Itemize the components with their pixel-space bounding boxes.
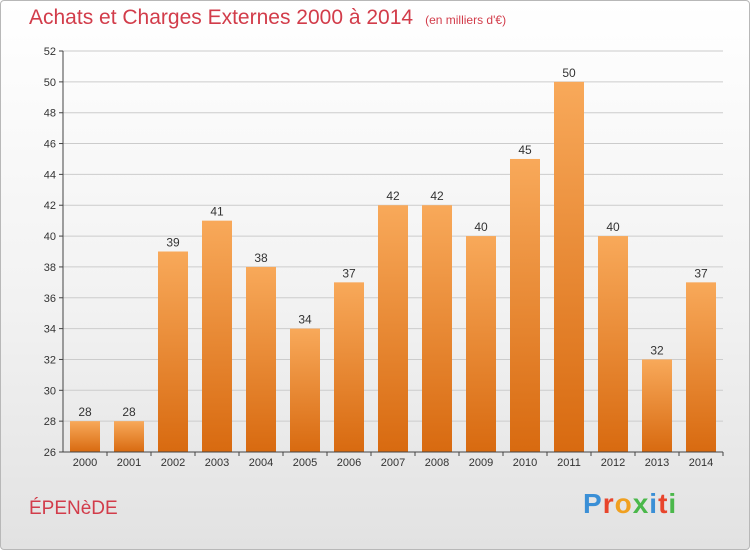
value-label-2013: 32 — [650, 343, 664, 357]
y-tick-label: 32 — [44, 354, 56, 366]
logo-letter: o — [614, 488, 633, 519]
x-tick-label-2003: 2003 — [205, 457, 229, 469]
x-tick-label-2007: 2007 — [381, 457, 405, 469]
value-label-2009: 40 — [474, 220, 488, 234]
value-label-2003: 41 — [210, 205, 224, 219]
value-label-2012: 40 — [606, 220, 620, 234]
value-label-2001: 28 — [122, 405, 136, 419]
bars — [70, 81, 716, 452]
value-label-2000: 28 — [78, 405, 92, 419]
x-tick-label-2004: 2004 — [249, 457, 273, 469]
x-tick-label-2001: 2001 — [117, 457, 141, 469]
x-tick-label-2011: 2011 — [557, 457, 581, 469]
y-tick-label: 38 — [44, 262, 56, 274]
x-tick-label-2006: 2006 — [337, 457, 361, 469]
y-tick-label: 26 — [44, 447, 56, 459]
value-label-2014: 37 — [694, 266, 708, 280]
y-tick-label: 36 — [44, 293, 56, 305]
logo-letter: r — [602, 488, 615, 519]
value-labels: 28 28 39 41 38 34 37 42 42 40 45 50 40 32 37 — [78, 66, 708, 419]
proxiti-logo: Proxiti — [583, 488, 677, 520]
y-tick-label: 52 — [44, 46, 56, 58]
bar-2005 — [290, 328, 320, 452]
x-tick-label-2014: 2014 — [689, 457, 713, 469]
bar-2010 — [510, 158, 540, 452]
chart-header: Achats et Charges Externes 2000 à 2014 (e… — [29, 6, 506, 30]
x-tick-label-2013: 2013 — [645, 457, 669, 469]
logo-letter: t — [658, 488, 669, 519]
value-label-2010: 45 — [518, 143, 532, 157]
x-tick-label-2008: 2008 — [425, 457, 449, 469]
value-label-2004: 38 — [254, 251, 268, 265]
x-tick-label-2000: 2000 — [73, 457, 97, 469]
bar-2014 — [686, 282, 716, 452]
value-label-2005: 34 — [298, 313, 312, 327]
x-tick-label-2009: 2009 — [469, 457, 493, 469]
bar-2012 — [598, 236, 628, 452]
value-label-2002: 39 — [166, 236, 180, 250]
logo-letter: P — [583, 488, 603, 519]
x-tick-label-2012: 2012 — [601, 457, 625, 469]
x-tick-label-2005: 2005 — [293, 457, 317, 469]
x-tick-label-2010: 2010 — [513, 457, 537, 469]
bar-2004 — [246, 266, 276, 452]
bar-2011 — [554, 81, 584, 452]
y-tick-label: 44 — [44, 169, 56, 181]
chart-title: Achats et Charges Externes 2000 à 2014 — [29, 6, 414, 29]
y-tick-label: 30 — [44, 385, 56, 397]
bar-2006 — [334, 282, 364, 452]
bar-2003 — [202, 220, 232, 452]
y-tick-label: 28 — [44, 416, 56, 428]
y-tick-label: 50 — [44, 77, 56, 89]
bar-2002 — [158, 251, 188, 452]
axes: 26 28 30 32 34 36 38 40 42 44 46 48 50 52 2000 2001 2002… — [44, 46, 724, 469]
value-label-2006: 37 — [342, 266, 356, 280]
value-label-2007: 42 — [386, 189, 400, 203]
bar-2009 — [466, 236, 496, 452]
bar-2000 — [70, 421, 100, 452]
value-label-2011: 50 — [562, 66, 576, 80]
y-tick-label: 42 — [44, 200, 56, 212]
commune-name: ÉPENèDE — [29, 498, 118, 519]
logo-letter: i — [649, 488, 659, 519]
logo-letter: x — [632, 488, 650, 519]
bar-2013 — [642, 359, 672, 452]
x-tick-label-2002: 2002 — [161, 457, 185, 469]
y-tick-label: 48 — [44, 108, 56, 120]
bar-2007 — [378, 205, 408, 452]
chart-subtitle: (en milliers d'€) — [425, 13, 507, 27]
logo-letter: i — [668, 488, 678, 519]
value-label-2008: 42 — [430, 189, 444, 203]
y-tick-label: 40 — [44, 231, 56, 243]
bar-2001 — [114, 421, 144, 452]
y-tick-label: 46 — [44, 139, 56, 151]
y-tick-label: 34 — [44, 324, 56, 336]
bar-2008 — [422, 205, 452, 452]
